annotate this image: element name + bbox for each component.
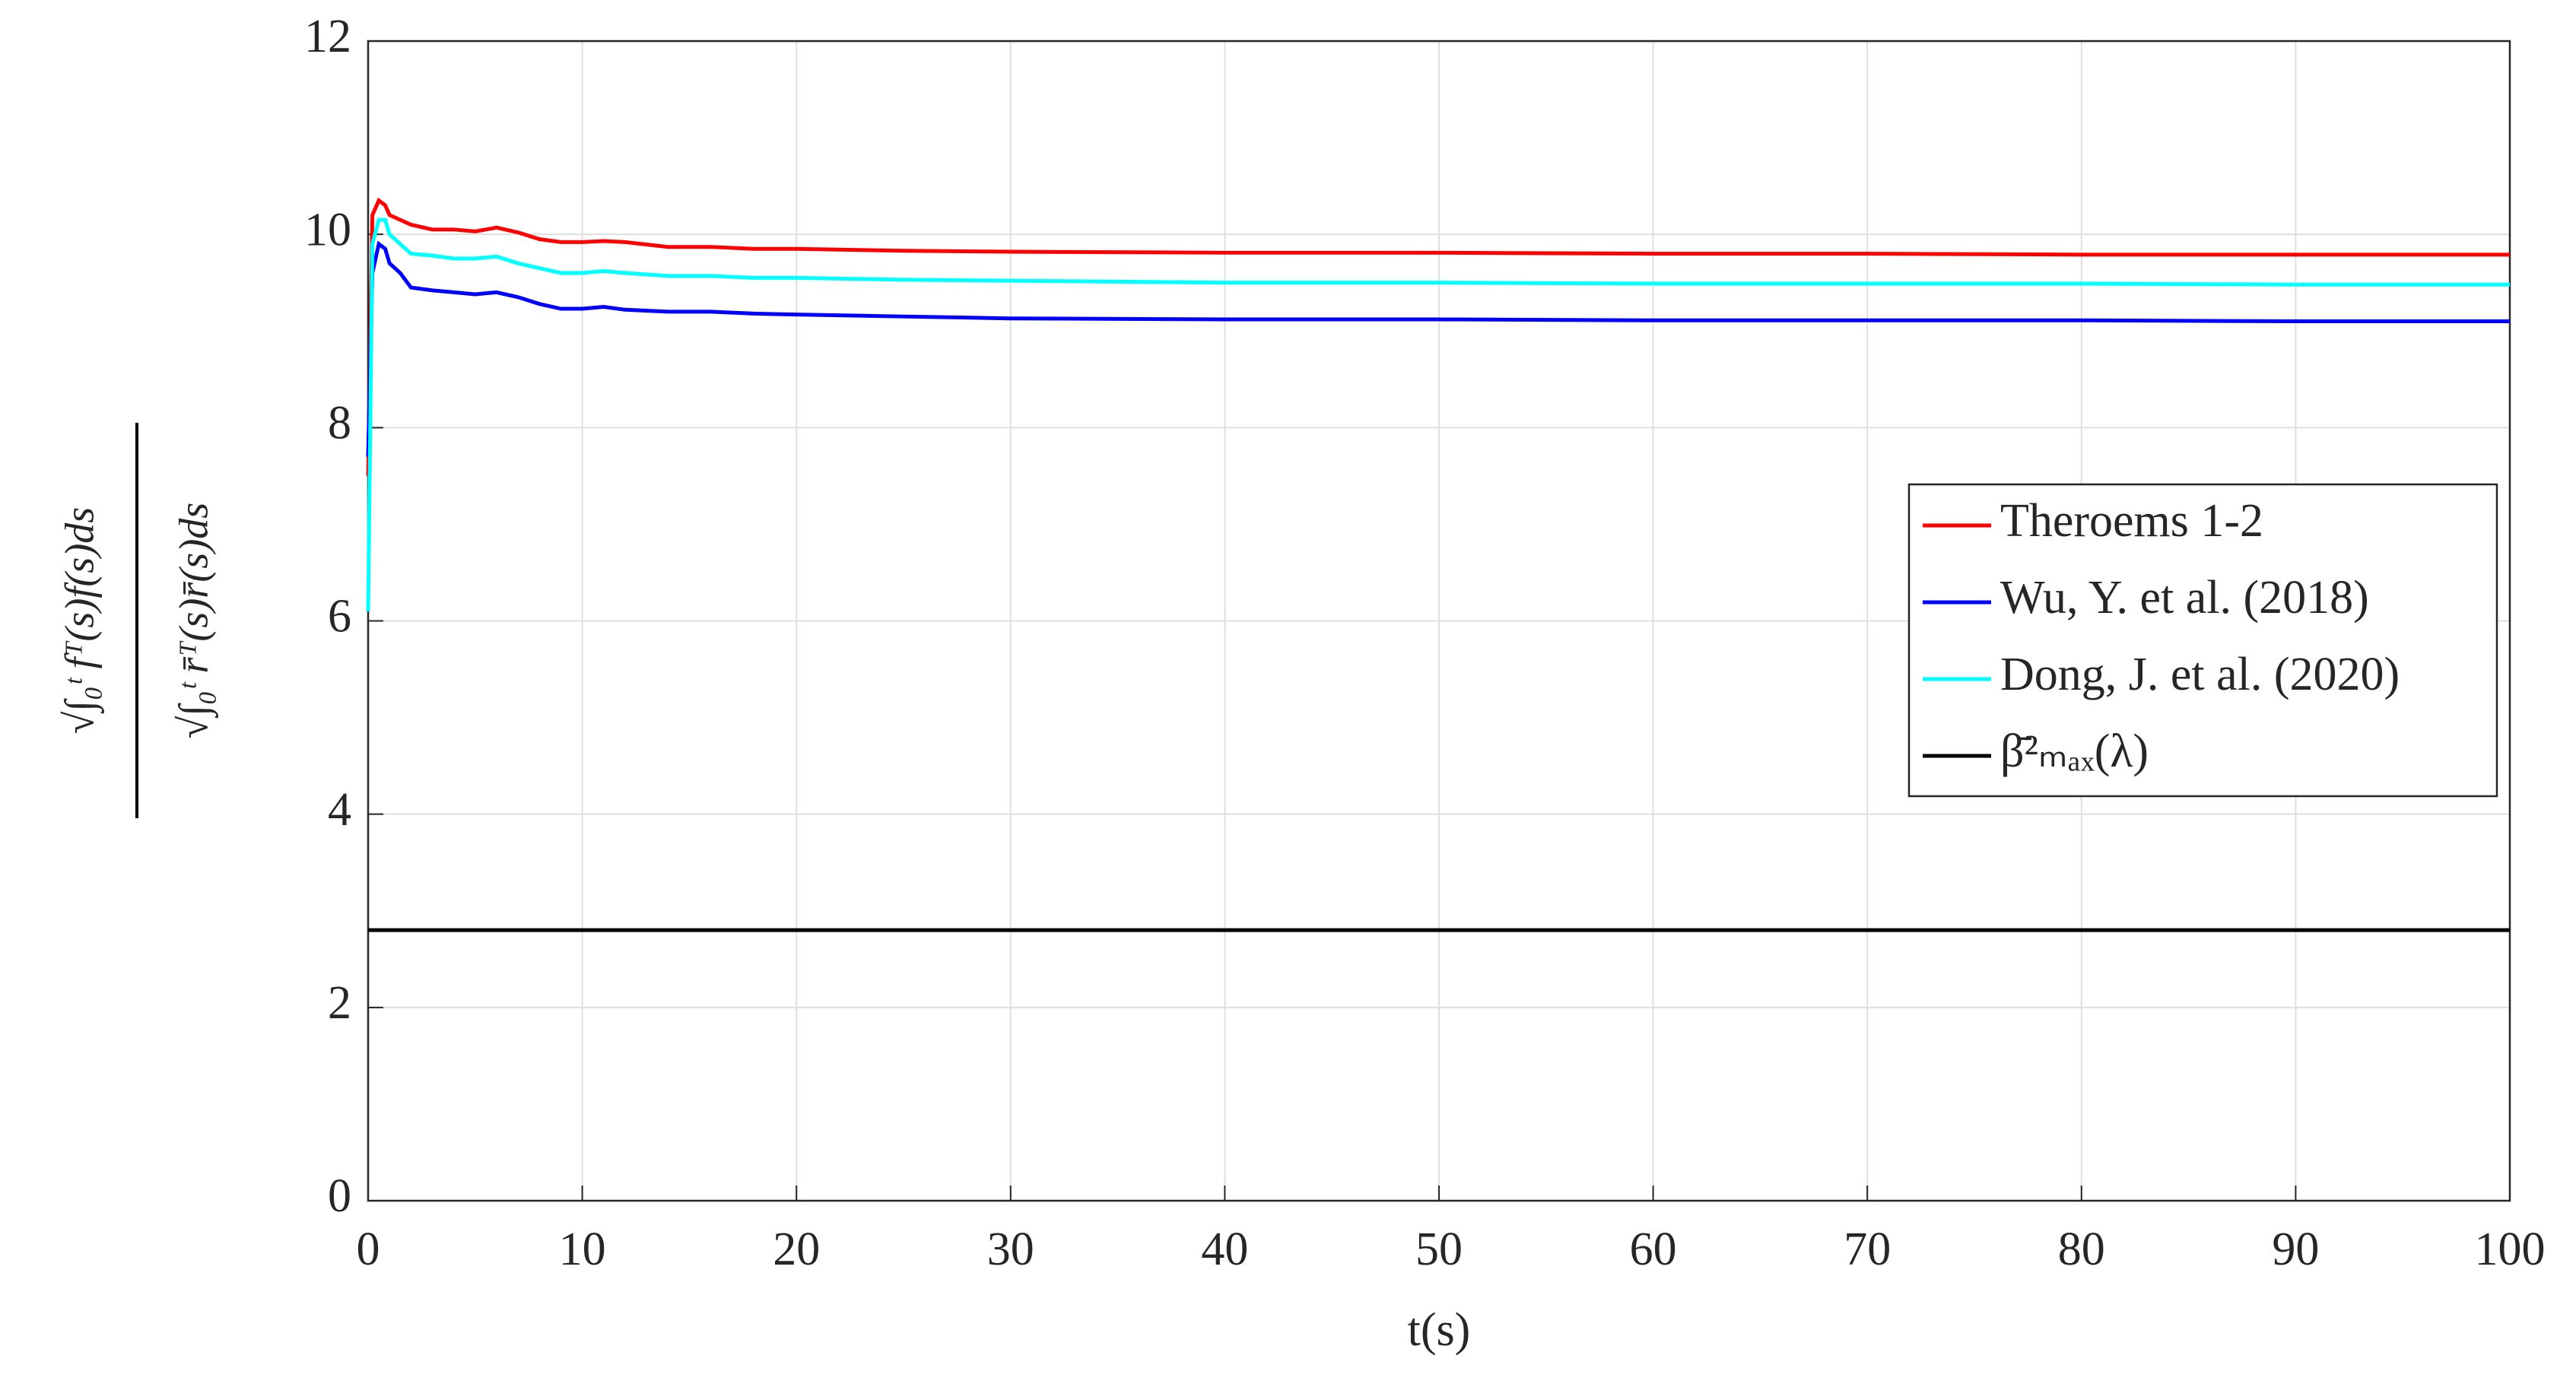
y-tick-label: 4 (328, 784, 351, 836)
y-tick-label: 12 (304, 11, 351, 62)
y-axis-label: √∫₀ᵗ fᵀ(s)f(s)ds √∫₀ᵗ r̄ᵀ(s)r̄(s)ds (56, 423, 218, 818)
x-tick-label: 70 (1844, 1224, 1891, 1275)
series-line (366, 240, 2510, 457)
x-tick-label: 90 (2272, 1224, 2319, 1275)
legend-box (1907, 483, 2498, 798)
x-axis-label: t(s) (1408, 1304, 1471, 1356)
x-tick-label: 60 (1630, 1224, 1677, 1275)
y-tick-label: 6 (328, 591, 351, 643)
y-label-denominator: √∫₀ᵗ r̄ᵀ(s)r̄(s)ds (170, 503, 218, 739)
legend-label: Dong, J. et al. (2020) (2000, 649, 2400, 700)
y-tick-label: 8 (328, 398, 351, 449)
x-tick-label: 20 (773, 1224, 820, 1275)
x-tick-label: 0 (357, 1224, 380, 1275)
series-line (366, 217, 2510, 611)
y-tick-label: 10 (304, 204, 351, 256)
x-tick-label: 80 (2058, 1224, 2105, 1275)
x-tick-label: 100 (2475, 1224, 2546, 1275)
y-label-numerator: √∫₀ᵗ fᵀ(s)f(s)ds (56, 507, 104, 735)
legend-label: β̄²ₘₐₓ(λ) (2000, 725, 2149, 777)
legend-label: Wu, Y. et al. (2018) (2000, 572, 2369, 624)
series-line (366, 197, 2510, 476)
x-tick-label: 30 (987, 1224, 1034, 1275)
y-tick-label: 2 (328, 977, 351, 1029)
x-tick-label: 50 (1415, 1224, 1463, 1275)
x-tick-label: 40 (1201, 1224, 1248, 1275)
legend-label: Theroems 1-2 (2000, 495, 2263, 547)
plot-frame (367, 40, 2511, 1202)
x-tick-label: 10 (559, 1224, 606, 1275)
y-tick-label: 0 (328, 1170, 351, 1222)
